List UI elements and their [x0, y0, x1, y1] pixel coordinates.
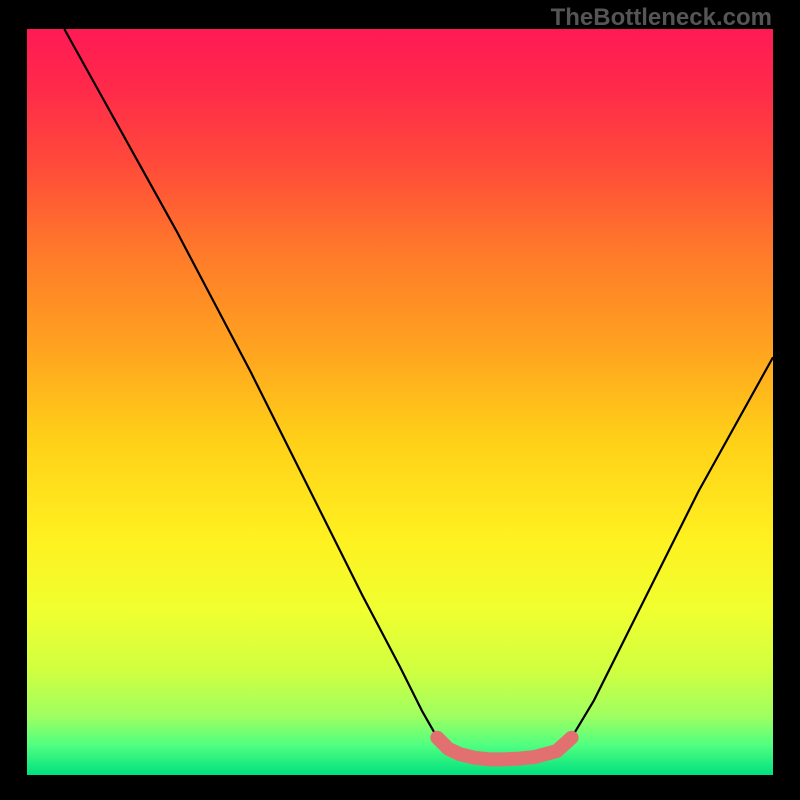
plot-frame [27, 29, 773, 775]
chart-background [27, 29, 773, 775]
chart-svg [27, 29, 773, 775]
watermark-text: TheBottleneck.com [551, 4, 772, 32]
